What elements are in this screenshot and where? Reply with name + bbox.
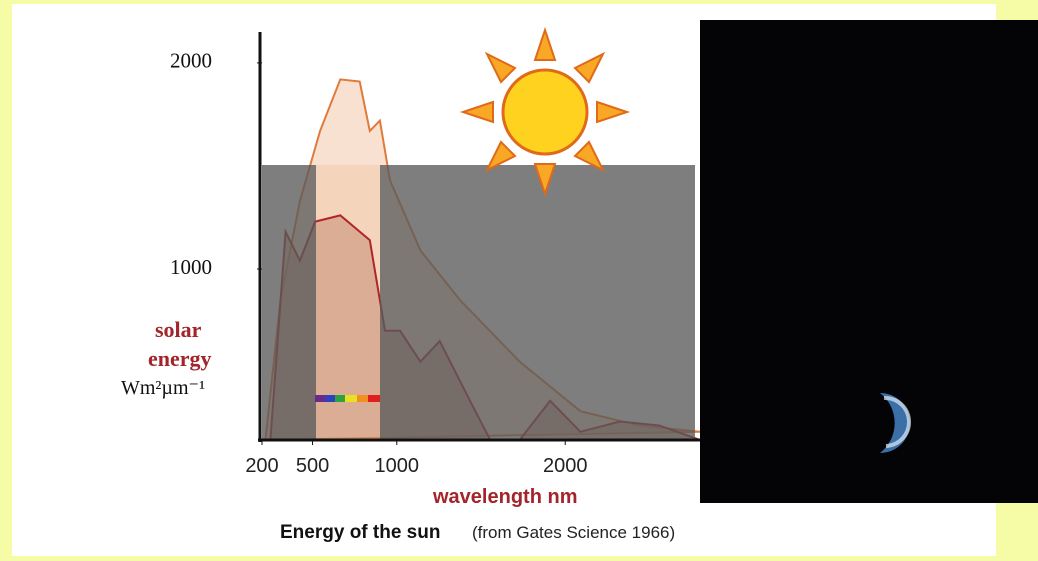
shade-left bbox=[262, 165, 316, 440]
rainbow-bar bbox=[315, 395, 380, 402]
caption-source: (from Gates Science 1966) bbox=[472, 523, 675, 542]
x-tick-label: 200 bbox=[245, 455, 278, 477]
y-label: solar bbox=[155, 317, 202, 342]
x-label: wavelength nm bbox=[432, 486, 577, 508]
y-unit: Wm²µm⁻¹ bbox=[121, 377, 205, 399]
x-tick-label: 1000 bbox=[375, 455, 420, 477]
page: {"chart_data": {"type": "area", "title":… bbox=[0, 0, 1038, 561]
space-photo bbox=[700, 20, 1038, 503]
x-tick-label: 2000 bbox=[543, 455, 588, 477]
x-tick-label: 500 bbox=[296, 455, 329, 477]
slide: solar energy Wm²µm⁻¹ wavelength nm Energ… bbox=[0, 0, 1038, 561]
y-tick-label: 2000 bbox=[170, 49, 212, 73]
sun-icon bbox=[463, 30, 627, 194]
y-tick-label: 1000 bbox=[170, 255, 212, 279]
shade-right bbox=[380, 165, 695, 440]
caption-title: Energy of the sun bbox=[280, 522, 440, 543]
y-label: energy bbox=[148, 346, 212, 371]
